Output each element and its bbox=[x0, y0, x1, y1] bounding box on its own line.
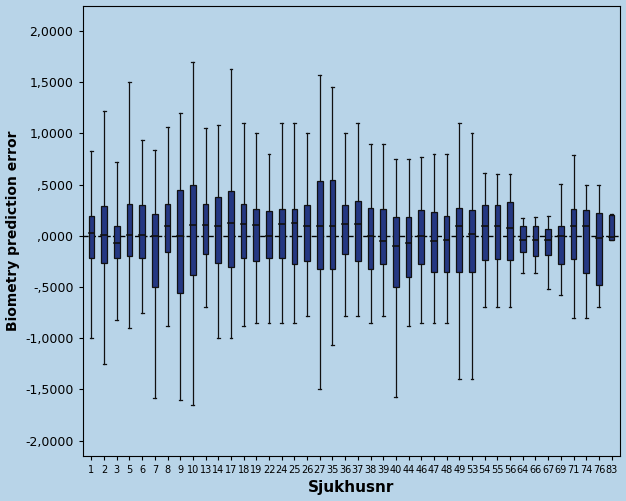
Bar bbox=[165, 204, 170, 252]
Bar bbox=[241, 204, 247, 259]
Bar bbox=[495, 205, 500, 260]
Bar bbox=[203, 204, 208, 254]
Bar bbox=[596, 213, 602, 285]
Bar bbox=[342, 205, 348, 254]
Bar bbox=[507, 202, 513, 261]
Bar bbox=[101, 206, 107, 264]
Bar bbox=[152, 214, 158, 287]
Bar bbox=[608, 215, 614, 240]
Bar bbox=[254, 209, 259, 262]
Bar bbox=[304, 205, 310, 262]
Bar bbox=[114, 225, 120, 259]
Bar bbox=[545, 228, 551, 256]
Bar bbox=[367, 208, 373, 269]
Bar bbox=[571, 209, 577, 260]
Bar bbox=[406, 217, 411, 277]
Bar bbox=[444, 216, 449, 272]
Bar bbox=[177, 190, 183, 293]
Bar bbox=[88, 216, 95, 259]
Bar bbox=[266, 211, 272, 259]
Bar bbox=[431, 212, 437, 272]
Bar bbox=[292, 209, 297, 265]
Bar bbox=[190, 185, 196, 275]
Bar bbox=[533, 225, 538, 257]
Bar bbox=[279, 209, 285, 259]
Bar bbox=[140, 205, 145, 259]
Bar bbox=[228, 191, 233, 267]
Bar bbox=[418, 210, 424, 265]
Bar bbox=[558, 225, 563, 265]
Bar bbox=[456, 208, 462, 272]
Bar bbox=[393, 217, 399, 287]
Bar bbox=[520, 225, 526, 252]
Bar bbox=[355, 201, 361, 262]
Bar bbox=[215, 197, 221, 264]
Bar bbox=[482, 205, 488, 261]
Y-axis label: Biometry prediction error: Biometry prediction error bbox=[6, 130, 19, 331]
Bar bbox=[583, 210, 589, 273]
Bar bbox=[317, 180, 322, 269]
X-axis label: Sjukhusnr: Sjukhusnr bbox=[308, 480, 394, 495]
Bar bbox=[469, 210, 475, 272]
Bar bbox=[330, 179, 336, 269]
Bar bbox=[126, 204, 132, 257]
Bar bbox=[381, 209, 386, 265]
